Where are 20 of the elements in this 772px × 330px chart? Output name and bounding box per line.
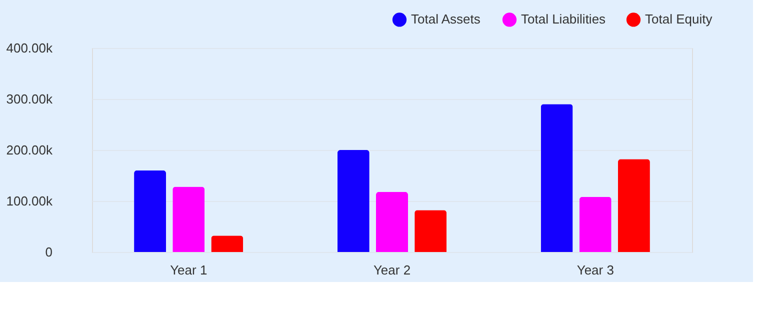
bar bbox=[211, 236, 244, 252]
bar bbox=[540, 104, 573, 252]
legend-label: Total Assets bbox=[411, 12, 481, 27]
bar bbox=[337, 150, 370, 252]
y-tick-label: 200.00k bbox=[6, 142, 53, 158]
bar bbox=[172, 186, 205, 252]
x-tick-label: Year 1 bbox=[170, 262, 208, 278]
y-tick-label: 300.00k bbox=[6, 92, 53, 106]
bar bbox=[618, 159, 650, 252]
y-tick-label: 0 bbox=[45, 244, 52, 260]
x-tick-label: Year 2 bbox=[373, 262, 411, 278]
legend-label: Total Equity bbox=[645, 12, 713, 27]
bar bbox=[414, 210, 447, 252]
bar bbox=[579, 196, 612, 252]
legend-label: Total Liabilities bbox=[521, 12, 606, 27]
y-tick-label: 400.00k bbox=[6, 40, 53, 56]
bar bbox=[376, 192, 408, 252]
bar bbox=[134, 170, 166, 252]
x-tick-label: Year 3 bbox=[576, 262, 614, 278]
y-tick-label: 100.00k bbox=[6, 194, 53, 208]
